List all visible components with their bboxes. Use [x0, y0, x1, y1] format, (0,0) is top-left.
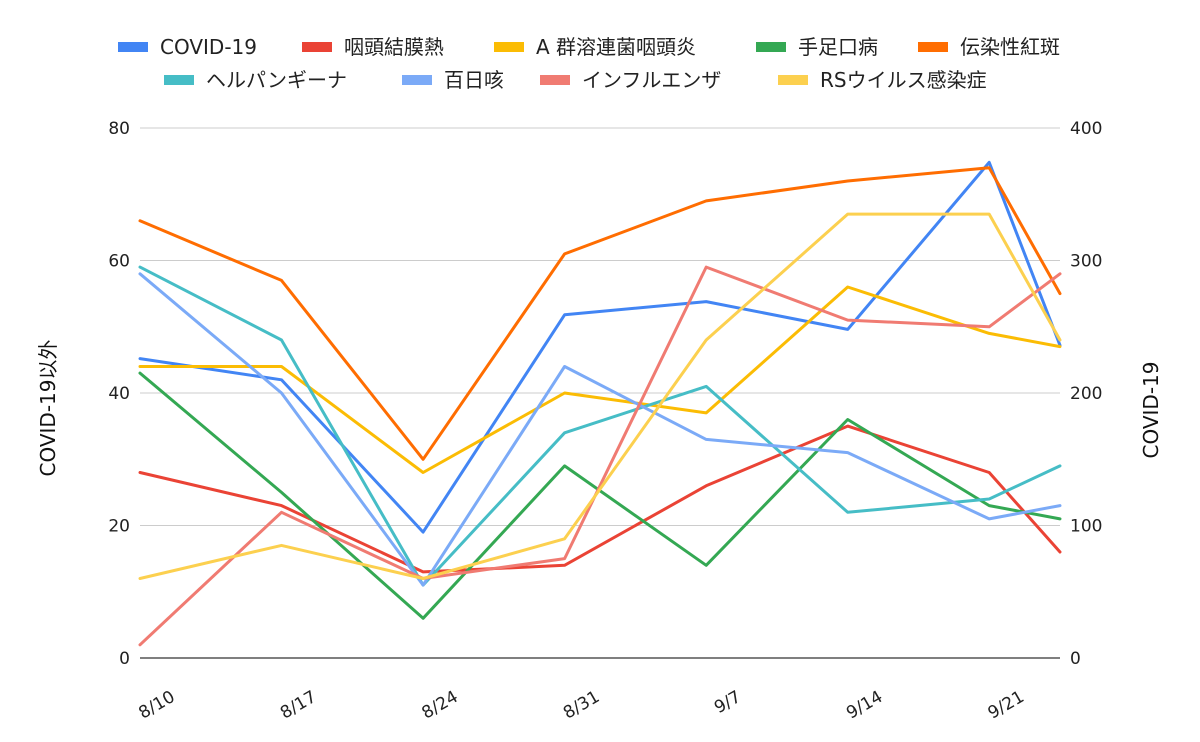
series-line — [138, 265, 1062, 587]
legend-swatch — [494, 42, 524, 52]
legend-label: ヘルパンギーナ — [206, 68, 347, 92]
right-axis-ticks: 0 100 200 300 400 — [1070, 119, 1102, 669]
legend-label: RSウイルス感染症 — [820, 68, 987, 92]
series-line — [138, 212, 1062, 580]
left-axis-title: COVID-19以外 — [36, 339, 60, 476]
series-line — [138, 160, 1062, 534]
legend-swatch — [918, 42, 948, 52]
legend-swatch — [540, 75, 570, 85]
right-tick-label: 100 — [1070, 517, 1102, 537]
x-tick-label: 9/21 — [985, 687, 1028, 723]
series-line — [138, 265, 1062, 647]
x-tick-label: 8/10 — [135, 687, 178, 723]
left-tick-label: 40 — [108, 384, 130, 404]
legend-label: 百日咳 — [444, 68, 504, 92]
right-tick-label: 400 — [1070, 119, 1102, 139]
legend-swatch — [756, 42, 786, 52]
series-line — [138, 371, 1062, 620]
left-axis-ticks: 0 20 40 60 80 — [108, 119, 130, 669]
x-tick-label: 8/24 — [419, 687, 462, 723]
legend-label: 伝染性紅斑 — [960, 35, 1060, 59]
left-tick-label: 60 — [108, 252, 130, 272]
series-lines — [138, 160, 1062, 647]
legend-label: COVID-19 — [160, 35, 257, 59]
legend-swatch — [778, 75, 808, 85]
right-tick-label: 300 — [1070, 252, 1102, 272]
series-line — [138, 166, 1062, 461]
left-tick-label: 0 — [119, 649, 130, 669]
legend-swatch — [402, 75, 432, 85]
right-tick-label: 0 — [1070, 649, 1081, 669]
legend-label: A 群溶連菌咽頭炎 — [536, 35, 696, 59]
legend-label: 咽頭結膜熱 — [344, 35, 444, 59]
right-tick-label: 200 — [1070, 384, 1102, 404]
left-tick-label: 80 — [108, 119, 130, 139]
x-tick-label: 8/31 — [560, 687, 603, 723]
series-line — [138, 424, 1062, 574]
x-axis-ticks: 8/10 8/17 8/24 8/31 9/7 9/14 9/21 — [135, 687, 1027, 723]
legend-label: インフルエンザ — [582, 68, 721, 92]
legend-swatch — [302, 42, 332, 52]
gridlines — [140, 127, 1060, 659]
series-line — [138, 272, 1062, 587]
x-tick-label: 8/17 — [277, 687, 320, 723]
legend-label: 手足口病 — [798, 35, 878, 59]
left-tick-label: 20 — [108, 517, 130, 537]
x-tick-label: 9/14 — [843, 687, 886, 723]
x-tick-label: 9/7 — [711, 687, 745, 718]
right-axis-title: COVID-19 — [1139, 361, 1163, 458]
legend-swatch — [118, 42, 148, 52]
legend-swatch — [164, 75, 194, 85]
